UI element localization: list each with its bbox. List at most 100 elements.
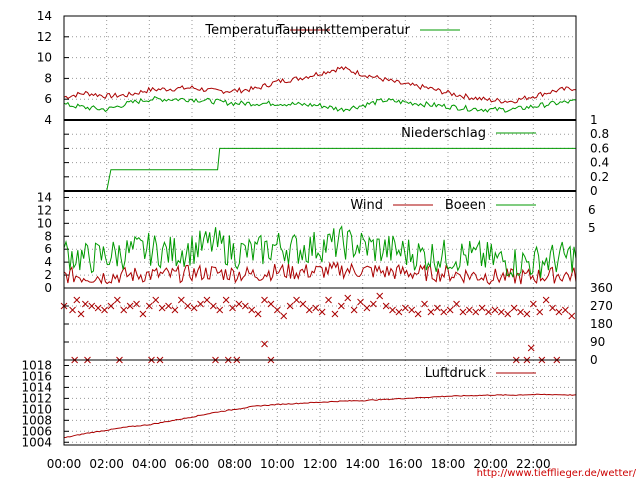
wind-direction-marker [139, 310, 147, 318]
wind-direction-marker [197, 300, 204, 308]
y-tick-label: 10 [37, 51, 52, 65]
wind-direction-marker [529, 300, 537, 308]
y-tick-label: 1016 [21, 369, 52, 383]
x-tick-label: 18:00 [431, 457, 466, 471]
wind-direction-marker [273, 306, 281, 314]
wind-direction-marker [497, 308, 505, 316]
panel-frame [63, 359, 577, 446]
y-tick-label: 1008 [21, 413, 52, 427]
wind-direction-marker [331, 310, 339, 318]
y-tick-label-right: 0.6 [590, 141, 609, 155]
wind-direction-marker [235, 300, 243, 308]
wind-direction-marker [510, 304, 518, 312]
y-tick-label: 6 [44, 92, 52, 106]
x-tick-label: 12:00 [303, 457, 338, 471]
wind-direction-marker [120, 306, 128, 314]
wind-direction-marker [357, 298, 364, 306]
wind-direction-marker [427, 308, 435, 316]
y-tick-label: 8 [44, 229, 52, 243]
legend-label: Luftdruck [425, 366, 487, 381]
y-tick-label: 14 [37, 9, 52, 23]
legend-label: Boeen [445, 198, 486, 213]
wind-direction-marker [165, 302, 172, 310]
wind-direction-marker [229, 304, 236, 312]
y-tick-label: 1012 [21, 391, 52, 405]
wind-direction-marker [190, 304, 198, 312]
wind-direction-marker [222, 296, 230, 304]
wind-direction-marker [73, 296, 81, 304]
wind-direction-marker [485, 308, 492, 316]
wind-direction-marker [184, 302, 192, 310]
y-tick-label: 12 [37, 30, 52, 44]
y-tick-label: 14 [37, 190, 52, 204]
wind-direction-marker [261, 340, 268, 348]
y-tick-label: 10 [37, 216, 52, 230]
wind-direction-marker [549, 304, 556, 312]
x-tick-label: 20:00 [473, 457, 508, 471]
wind-direction-marker [344, 294, 352, 302]
y-tick-label: 8 [44, 71, 52, 85]
series-line [63, 225, 577, 278]
wind-direction-marker [414, 310, 422, 318]
wind-direction-marker [395, 308, 403, 316]
wind-direction-marker [286, 302, 294, 310]
x-tick-label: 02:00 [89, 457, 124, 471]
wind-direction-marker [478, 304, 486, 312]
wind-direction-marker [293, 296, 300, 304]
wind-direction-marker [312, 304, 320, 312]
wind-direction-marker [88, 302, 96, 310]
y-tick-label-right: 0 [590, 184, 598, 198]
y-tick-label-right: 270 [590, 299, 613, 313]
wind-direction-marker [389, 306, 396, 314]
x-tick-label: 00:00 [47, 457, 82, 471]
legend-label: Temperatur [204, 23, 280, 38]
wind-direction-marker [158, 304, 166, 312]
wind-direction-marker [171, 306, 179, 314]
wind-direction-marker [241, 302, 249, 310]
y-tick-label-right: 6 [588, 203, 596, 217]
wind-direction-marker [126, 302, 134, 310]
legend-label: Niederschlag [401, 126, 486, 141]
wind-direction-marker [555, 308, 563, 316]
wind-direction-marker [472, 308, 480, 316]
y-tick-label: 1004 [21, 435, 52, 449]
y-tick-label: 1014 [21, 380, 52, 394]
y-tick-label: 6 [44, 242, 52, 256]
wind-direction-marker [299, 300, 307, 308]
wind-direction-marker [248, 306, 256, 314]
wind-direction-marker [77, 310, 85, 318]
wind-direction-marker [216, 306, 224, 314]
wind-direction-marker [536, 308, 544, 316]
wind-direction-marker [421, 300, 428, 308]
x-tick-label: 06:00 [175, 457, 210, 471]
y-tick-label-right: 0 [590, 353, 598, 367]
wind-direction-marker [433, 304, 441, 312]
wind-direction-marker [363, 304, 371, 312]
wind-direction-marker [568, 312, 576, 320]
wind-direction-marker [337, 302, 345, 310]
wind-direction-marker [408, 306, 416, 314]
wind-direction-marker [527, 344, 535, 352]
wind-direction-marker [465, 306, 473, 314]
wind-direction-marker [81, 300, 89, 308]
y-tick-label: 4 [44, 113, 52, 127]
wind-direction-marker [453, 300, 460, 308]
series-line [63, 96, 577, 113]
y-tick-label-right: 0.8 [590, 127, 609, 141]
wind-direction-marker [491, 306, 499, 314]
x-tick-label: 22:00 [516, 457, 551, 471]
wind-direction-marker [113, 296, 121, 304]
wind-direction-marker [376, 292, 384, 300]
wind-direction-marker [261, 296, 268, 304]
wind-direction-marker [504, 310, 512, 318]
y-tick-label: 12 [37, 203, 52, 217]
x-tick-label: 04:00 [132, 457, 167, 471]
wind-direction-marker [107, 302, 115, 310]
wind-direction-marker [446, 306, 454, 314]
wind-direction-marker [133, 300, 140, 308]
wind-direction-marker [69, 306, 76, 314]
y-tick-label: 4 [44, 255, 52, 269]
wind-direction-marker [542, 296, 550, 304]
wind-direction-marker [267, 300, 275, 308]
